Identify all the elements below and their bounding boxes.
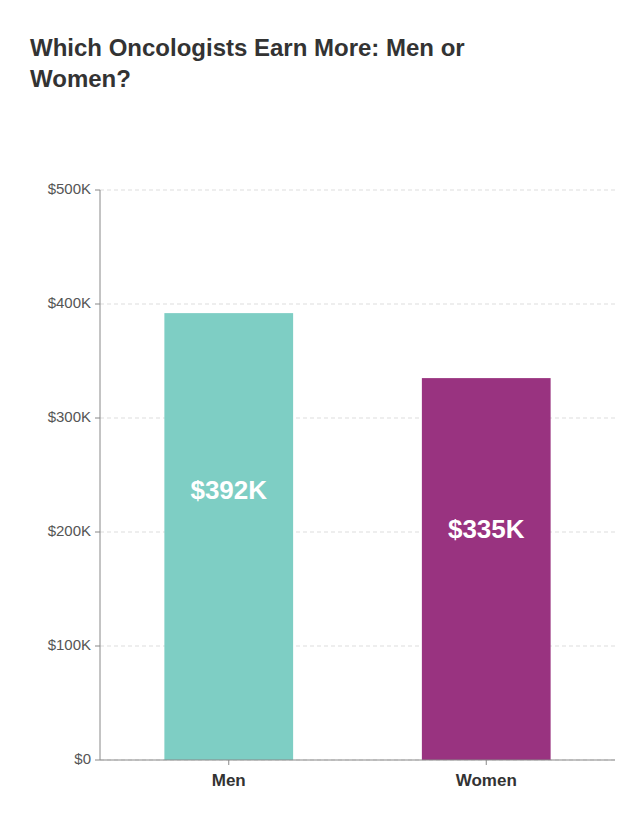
data-label: $335K bbox=[448, 514, 525, 544]
data-label: $392K bbox=[190, 475, 267, 505]
x-tick bbox=[228, 760, 229, 765]
grid-line bbox=[100, 760, 615, 761]
y-tick-label: $100K bbox=[48, 636, 91, 653]
y-tick-label: $500K bbox=[48, 180, 91, 197]
y-axis: $0 $100K $200K $300K $400K $500K bbox=[48, 180, 100, 767]
y-tick-label: $0 bbox=[74, 750, 91, 767]
x-tick bbox=[486, 760, 487, 765]
x-axis-line bbox=[100, 760, 615, 761]
y-tick bbox=[95, 304, 100, 305]
y-axis-line bbox=[100, 190, 101, 760]
bars bbox=[164, 313, 550, 760]
y-tick bbox=[95, 760, 100, 761]
y-tick-label: $200K bbox=[48, 522, 91, 539]
x-axis: Men Women bbox=[100, 760, 615, 790]
y-tick bbox=[95, 532, 100, 533]
y-tick bbox=[95, 418, 100, 419]
y-tick-label: $400K bbox=[48, 294, 91, 311]
grid bbox=[100, 190, 615, 760]
y-tick bbox=[95, 646, 100, 647]
data-labels: $392K $335K bbox=[190, 475, 524, 544]
chart: Which Oncologists Earn More: Men orWomen… bbox=[0, 0, 640, 836]
chart-container: Which Oncologists Earn More: Men orWomen… bbox=[0, 0, 640, 836]
bar bbox=[422, 378, 551, 760]
y-tick bbox=[95, 190, 100, 191]
grid-line bbox=[100, 304, 615, 305]
grid-line bbox=[100, 190, 615, 191]
y-tick-label: $300K bbox=[48, 408, 91, 425]
bar bbox=[164, 313, 293, 760]
x-tick-label: Men bbox=[212, 771, 246, 790]
title: Which Oncologists Earn More: Men orWomen… bbox=[30, 34, 465, 92]
x-tick-label: Women bbox=[456, 771, 517, 790]
